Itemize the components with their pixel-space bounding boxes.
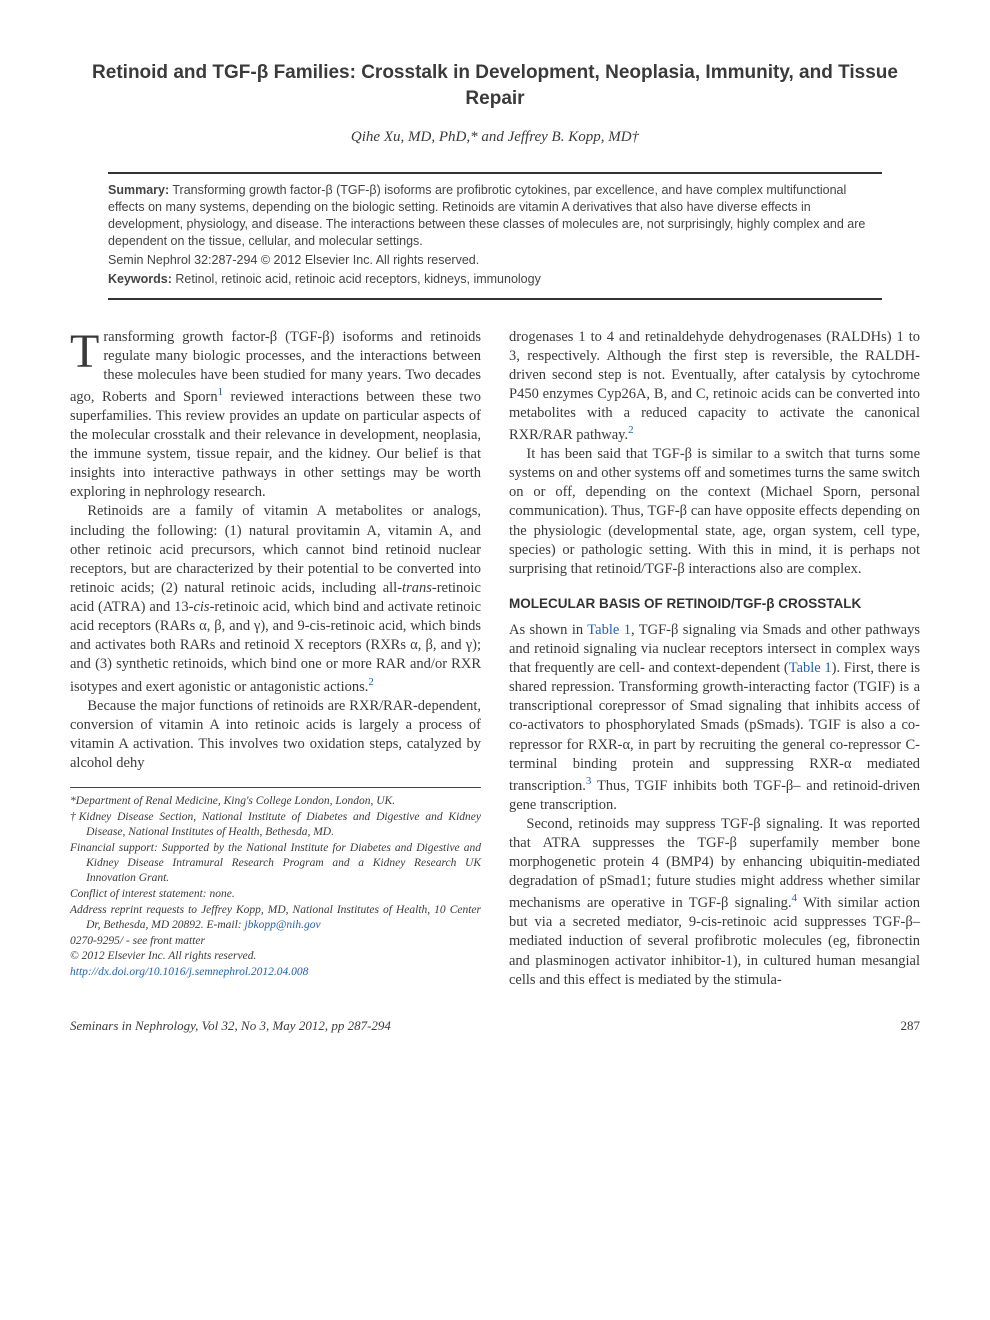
doi-link[interactable]: http://dx.doi.org/10.1016/j.semnephrol.2… xyxy=(70,966,308,978)
footnote-reprint: Address reprint requests to Jeffrey Kopp… xyxy=(70,903,481,933)
keywords-label: Keywords: xyxy=(108,272,172,286)
p5-text-c: ). First, there is shared repression. Tr… xyxy=(509,660,920,794)
summary-box: Summary: Transforming growth factor-β (T… xyxy=(108,172,882,299)
citation-link[interactable]: 2 xyxy=(368,676,374,688)
footnote-issn: 0270-9295/ - see front matter xyxy=(70,934,481,949)
footnotes-block: *Department of Renal Medicine, King's Co… xyxy=(70,787,481,980)
article-title: Retinoid and TGF-β Families: Crosstalk i… xyxy=(70,60,920,111)
table-link[interactable]: Table 1 xyxy=(789,660,832,676)
footnote-copyright: © 2012 Elsevier Inc. All rights reserved… xyxy=(70,949,481,964)
email-link[interactable]: jbkopp@nih.gov xyxy=(245,919,321,931)
paragraph-1: Transforming growth factor-β (TGF-β) iso… xyxy=(70,328,481,503)
footnote-affil-1: *Department of Renal Medicine, King's Co… xyxy=(70,794,481,809)
footer-citation: Seminars in Nephrology, Vol 32, No 3, Ma… xyxy=(70,1018,391,1034)
page-footer: Seminars in Nephrology, Vol 32, No 3, Ma… xyxy=(70,1018,920,1034)
paragraph-5: As shown in Table 1, TGF-β signaling via… xyxy=(509,621,920,815)
citation-link[interactable]: 2 xyxy=(628,424,634,436)
body-columns: Transforming growth factor-β (TGF-β) iso… xyxy=(70,328,920,990)
dropcap: T xyxy=(70,328,103,373)
p3-text: Because the major functions of retinoids… xyxy=(70,698,481,771)
summary-body: Transforming growth factor-β (TGF-β) iso… xyxy=(108,183,865,248)
paragraph-6: Second, retinoids may suppress TGF-β sig… xyxy=(509,815,920,990)
section-heading: MOLECULAR BASIS OF RETINOID/TGF-β CROSST… xyxy=(509,595,920,613)
table-link[interactable]: Table 1 xyxy=(587,622,631,638)
author-line: Qihe Xu, MD, PhD,* and Jeffrey B. Kopp, … xyxy=(70,129,920,146)
footnote-doi: http://dx.doi.org/10.1016/j.semnephrol.2… xyxy=(70,965,481,980)
footnote-funding: Financial support: Supported by the Nati… xyxy=(70,841,481,886)
footnote-affil-2: †Kidney Disease Section, National Instit… xyxy=(70,810,481,840)
summary-label: Summary: xyxy=(108,183,169,197)
keywords-line: Keywords: Retinol, retinoic acid, retino… xyxy=(108,271,882,288)
paragraph-3: Because the major functions of retinoids… xyxy=(70,697,481,774)
summary-text: Summary: Transforming growth factor-β (T… xyxy=(108,182,882,250)
keywords-text: Retinol, retinoic acid, retinoic acid re… xyxy=(175,272,540,286)
summary-citation: Semin Nephrol 32:287-294 © 2012 Elsevier… xyxy=(108,252,882,269)
p5-text-a: As shown in xyxy=(509,622,587,638)
paragraph-3-cont: drogenases 1 to 4 and retinaldehyde dehy… xyxy=(509,328,920,446)
italic-trans: trans xyxy=(402,580,432,596)
paragraph-2: Retinoids are a family of vitamin A meta… xyxy=(70,502,481,696)
footnote-conflict: Conflict of interest statement: none. xyxy=(70,887,481,902)
p1-text-b: reviewed interactions between these two … xyxy=(70,389,481,501)
page-number: 287 xyxy=(901,1018,921,1034)
italic-cis: cis xyxy=(193,599,209,615)
paragraph-4: It has been said that TGF-β is similar t… xyxy=(509,445,920,579)
p3cont-text: drogenases 1 to 4 and retinaldehyde dehy… xyxy=(509,329,920,443)
